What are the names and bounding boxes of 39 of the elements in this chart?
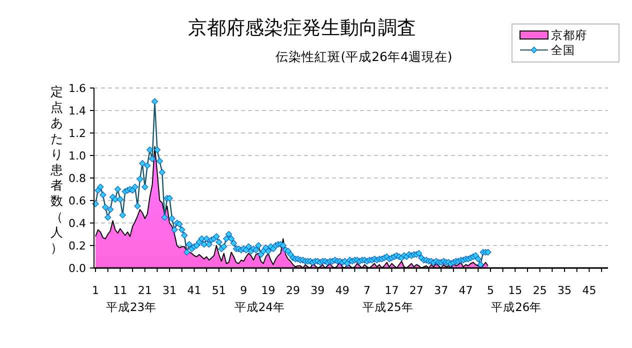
x-tick-label: 15	[508, 284, 522, 297]
legend-label: 全国	[551, 43, 575, 58]
x-tick-label: 25	[532, 284, 547, 297]
x-tick-label: 21	[138, 284, 152, 297]
x-tick-label: 39	[310, 284, 325, 297]
x-tick-label: 19	[261, 284, 276, 297]
x-tick-label: 9	[240, 284, 248, 297]
x-tick-label: 35	[558, 284, 572, 297]
x-tick-label: 11	[113, 284, 128, 297]
x-tick-label: 51	[212, 284, 226, 297]
chart-subtitle: 伝染性紅斑(平成26年4週現在)	[276, 49, 452, 64]
text: 定点あたり患者数（人）	[50, 84, 64, 255]
x-tick-label: 27	[409, 284, 424, 297]
y-tick-label: 0.2	[68, 239, 86, 252]
x-tick-label: 17	[384, 284, 399, 297]
y-tick-label: 0.8	[68, 172, 86, 185]
y-tick-label: 0.0	[68, 262, 86, 275]
x-tick-label: 49	[335, 284, 350, 297]
x-tick-label: 45	[582, 284, 596, 297]
text: 平成26年	[491, 300, 542, 314]
text: 平成24年	[234, 300, 285, 314]
chart-title: 京都府感染症発生動向調査	[188, 17, 416, 39]
y-tick-label: 0.6	[68, 194, 86, 208]
x-tick-label: 7	[364, 284, 371, 297]
y-tick-label: 1.4	[68, 104, 86, 118]
text: 平成23年	[106, 300, 157, 314]
y-tick-label: 1.0	[68, 149, 86, 162]
x-tick-label: 41	[187, 284, 202, 297]
legend-label: 京都府	[551, 28, 587, 42]
text: 平成25年	[362, 300, 414, 314]
x-tick-label: 37	[434, 284, 448, 297]
y-tick-label: 1.6	[68, 82, 86, 95]
x-tick-label: 5	[486, 284, 494, 297]
x-tick-label: 31	[162, 284, 177, 297]
y-tick-label: 0.4	[68, 216, 86, 230]
x-tick-label: 47	[458, 284, 473, 297]
x-tick-label: 29	[286, 284, 300, 297]
x-tick-label: 1	[92, 284, 99, 297]
y-tick-label: 1.2	[68, 126, 86, 140]
